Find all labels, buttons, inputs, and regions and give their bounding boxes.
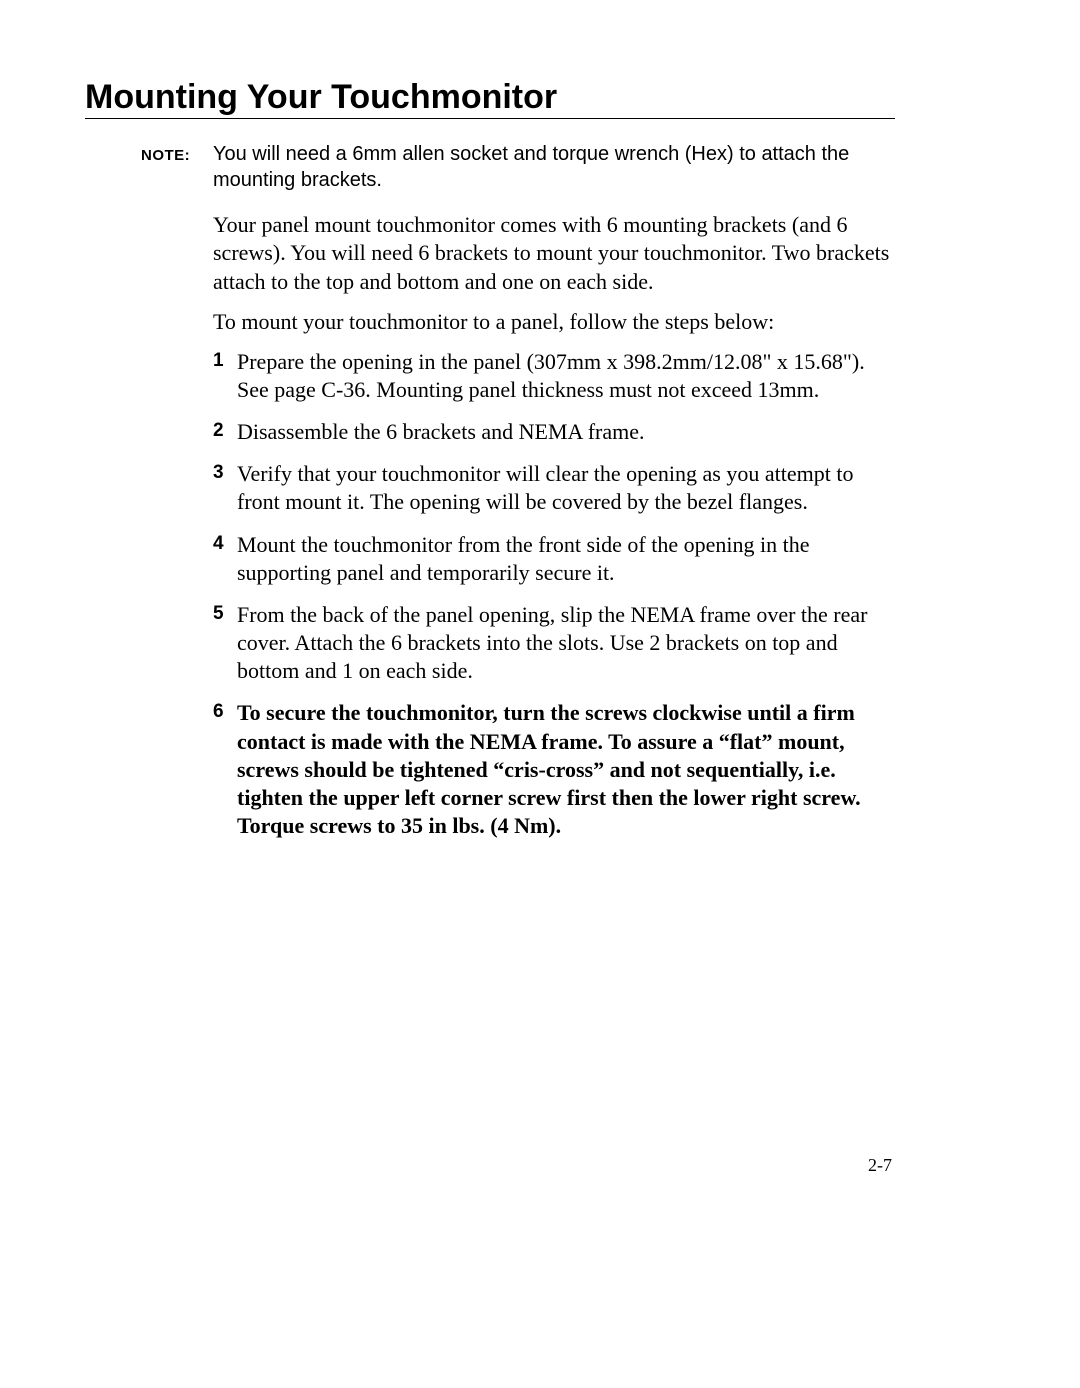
page-number: 2-7 xyxy=(868,1155,892,1176)
step-item: 6 To secure the touchmonitor, turn the s… xyxy=(213,699,893,840)
step-text: From the back of the panel opening, slip… xyxy=(237,602,867,683)
document-page: Mounting Your Touchmonitor NOTE: You wil… xyxy=(0,0,1080,1388)
step-text: Disassemble the 6 brackets and NEMA fram… xyxy=(237,419,645,444)
steps-list: 1 Prepare the opening in the panel (307m… xyxy=(213,348,893,840)
step-text: Mount the touchmonitor from the front si… xyxy=(237,532,810,585)
note-text: You will need a 6mm allen socket and tor… xyxy=(213,142,893,193)
step-text: Verify that your touchmonitor will clear… xyxy=(237,461,853,514)
step-item: 4 Mount the touchmonitor from the front … xyxy=(213,531,893,587)
step-text: Prepare the opening in the panel (307mm … xyxy=(237,349,865,402)
title-rule xyxy=(85,118,895,119)
step-number: 6 xyxy=(213,700,224,724)
intro-paragraph-2: To mount your touchmonitor to a panel, f… xyxy=(213,308,893,336)
intro-paragraph-1: Your panel mount touchmonitor comes with… xyxy=(213,211,893,295)
step-number: 3 xyxy=(213,461,224,485)
step-number: 2 xyxy=(213,419,224,443)
step-item: 5 From the back of the panel opening, sl… xyxy=(213,601,893,685)
step-number: 1 xyxy=(213,349,224,373)
step-number: 4 xyxy=(213,532,224,556)
note-label: NOTE: xyxy=(141,142,190,165)
step-item: 1 Prepare the opening in the panel (307m… xyxy=(213,348,893,404)
step-number: 5 xyxy=(213,602,224,626)
note-block: NOTE: You will need a 6mm allen socket a… xyxy=(213,142,893,193)
step-text: To secure the touchmonitor, turn the scr… xyxy=(237,700,861,838)
step-item: 3 Verify that your touchmonitor will cle… xyxy=(213,460,893,516)
page-title: Mounting Your Touchmonitor xyxy=(85,78,557,117)
step-item: 2 Disassemble the 6 brackets and NEMA fr… xyxy=(213,418,893,446)
body-content: NOTE: You will need a 6mm allen socket a… xyxy=(213,142,893,854)
